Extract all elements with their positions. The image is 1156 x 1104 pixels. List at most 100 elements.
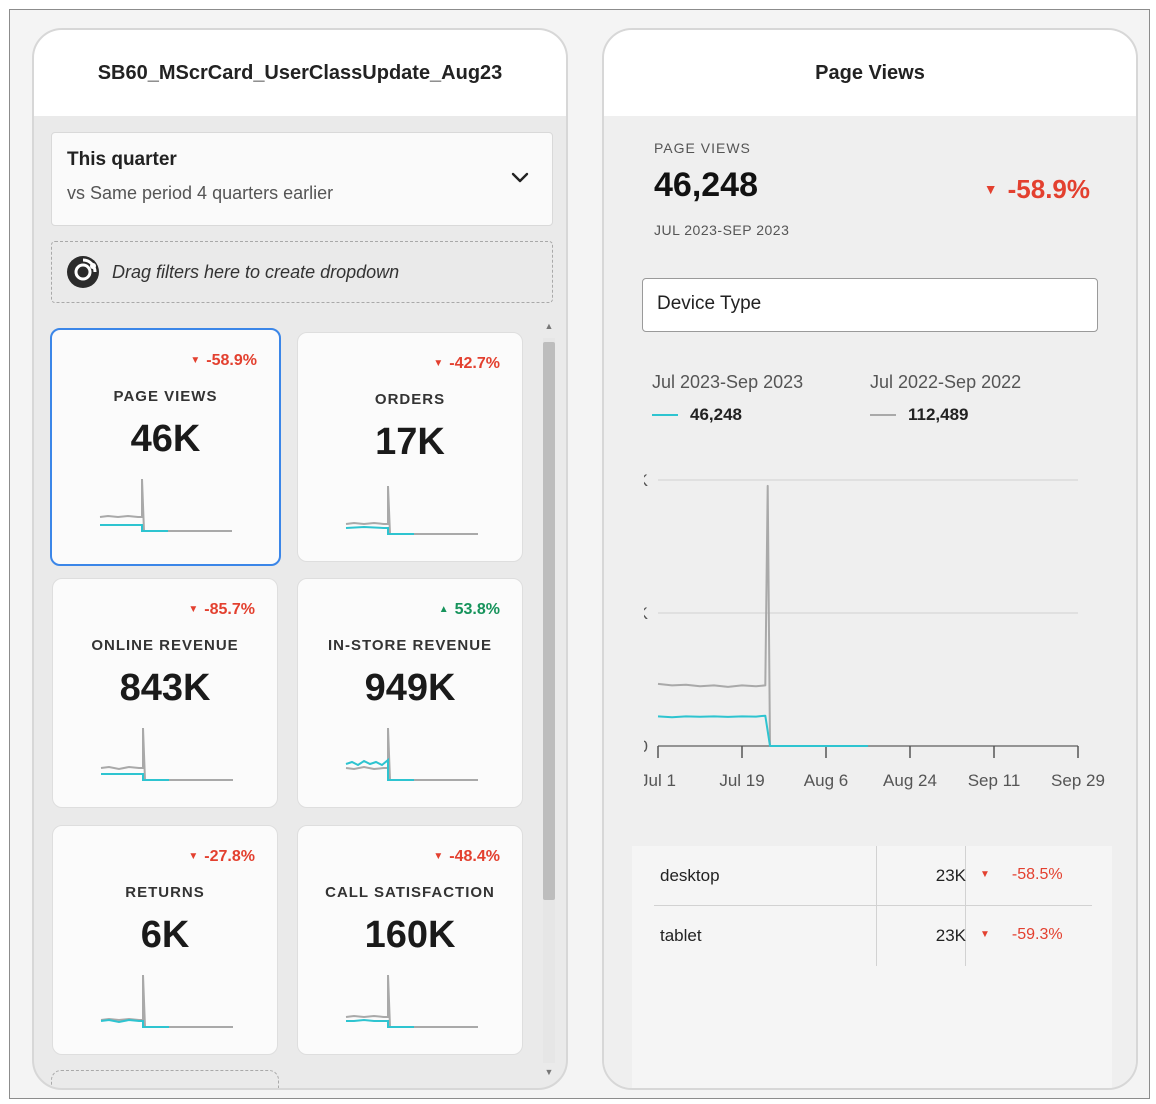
card-change: ▼ -85.7% [188,601,255,618]
series-line [657,484,868,747]
sparkline-current [345,525,414,535]
sparkline [345,974,478,1028]
arrow-down-icon: ▼ [433,851,444,862]
filter-segment-icon [67,256,99,288]
date-range-primary: This quarter [67,149,177,170]
sparkline-current [101,773,169,781]
metric-card-online-revenue[interactable]: ▼ -85.7% ONLINE REVENUE 843K [52,578,278,808]
metric-card-call-satisfaction[interactable]: ▼ -48.4% CALL SATISFACTION 160K [297,825,523,1055]
x-tick-label: Aug 6 [804,771,848,790]
arrow-down-icon: ▼ [983,181,998,197]
sparkline [100,727,233,781]
y-tick-label: 9K [644,604,649,623]
metric-card-orders[interactable]: ▼ -42.7% ORDERS 17K [297,332,523,562]
y-tick-label: 18K [644,471,649,490]
card-label: PAGE VIEWS [113,388,218,405]
sparkline-current [346,1018,414,1028]
x-tick-label: Sep 11 [968,771,1021,790]
sparkline [345,727,478,781]
card-change: ▼ -58.9% [190,352,257,369]
legend-swatch [652,414,678,416]
detail-panel: Page Views PAGE VIEWS 46,248 JUL 2023-SE… [602,28,1138,1090]
legend-period: Jul 2022-Sep 2022 [870,372,1022,392]
table-row[interactable]: desktop 23K ▼ -58.5% [654,846,1092,906]
sparkline-current [100,524,168,532]
detail-title: Page Views [604,30,1136,116]
sparkline-previous [345,485,478,535]
card-label: ORDERS [374,391,446,408]
x-tick-label: Jul 1 [644,771,676,790]
column-divider [965,846,966,966]
detail-body: PAGE VIEWS 46,248 JUL 2023-SEP 2023 ▼ -58… [604,116,1136,1088]
card-value: 17K [375,421,445,463]
cards-scrollbar[interactable]: ▲ ▼ [540,320,558,1080]
sparkline-current [345,757,414,781]
row-name: tablet [660,926,702,945]
legend-previous: Jul 2022-Sep 2022 112,489 [870,372,1021,425]
row-change: ▼ -58.5% [980,866,1063,883]
table-row[interactable]: tablet 23K ▼ -59.3% [654,906,1092,966]
scorecard-title: SB60_MScrCard_UserClassUpdate_Aug23 [34,30,566,116]
card-value: 843K [119,667,211,709]
scroll-thumb[interactable] [543,342,555,900]
metric-change: ▼ -58.9% [983,174,1090,204]
legend-total: 112,489 [908,405,969,424]
arrow-down-icon: ▼ [433,358,444,369]
date-range-dropdown[interactable]: This quarter vs Same period 4 quarters e… [51,132,553,226]
row-value: 23K [935,926,966,945]
chevron-down-icon [511,172,529,183]
row-value: 23K [935,866,966,885]
drop-zone-text: Drag filters here to create dropdown [112,261,400,282]
sparkline-current [100,1018,169,1028]
arrow-down-icon: ▼ [190,355,201,366]
card-drop-zone[interactable] [51,1070,279,1088]
date-range-comparison: vs Same period 4 quarters earlier [67,183,334,203]
card-label: IN-STORE REVENUE [327,637,493,654]
page-views-chart: 0 9K 18K Jul 1 Jul 19 Aug 6 Aug 24 Sep 11 Sep 29 [644,471,1105,790]
card-value: 46K [130,418,201,460]
metric-card-in-store-revenue[interactable]: ▲ 53.8% IN-STORE REVENUE 949K [297,578,523,808]
metric-card-page-views[interactable]: ▼ -58.9% PAGE VIEWS 46K [50,328,281,566]
metric-value: 46,248 [654,166,758,204]
scroll-up-icon[interactable]: ▲ [544,321,554,331]
sparkline-previous [100,727,233,781]
legend-swatch [870,414,896,416]
arrow-down-icon: ▼ [188,604,199,615]
filter-drop-zone[interactable]: Drag filters here to create dropdown [51,241,553,303]
x-tick-label: Jul 19 [719,771,764,790]
sparkline [100,974,233,1028]
metric-label: PAGE VIEWS [654,140,751,156]
y-tick-label: 0 [644,737,648,756]
metric-date-range: JUL 2023-SEP 2023 [654,222,790,238]
metric-card-returns[interactable]: ▼ -27.8% RETURNS 6K [52,825,278,1055]
x-tick-label: Sep 29 [1051,771,1105,790]
card-change: ▲ 53.8% [438,601,500,618]
card-change: ▼ -27.8% [188,848,255,865]
breakdown-table: desktop 23K ▼ -58.5% tablet 23K ▼ -59.3% [632,846,1112,1088]
metric-cards-grid: ▼ -58.9% PAGE VIEWS 46K ▼ -42.7% ORDERS 17… [48,328,528,1088]
sparkline-previous [345,727,478,781]
card-value: 949K [364,667,456,709]
legend-total: 46,248 [690,405,742,424]
sparkline [99,478,232,532]
arrow-down-icon: ▼ [980,929,990,940]
card-change: ▼ -48.4% [433,848,500,865]
sparkline-previous [100,974,233,1028]
scroll-down-icon[interactable]: ▼ [544,1067,554,1077]
card-label: ONLINE REVENUE [91,637,239,654]
card-value: 6K [140,914,190,956]
legend-period: Jul 2023-Sep 2023 [652,372,804,392]
legend-current: Jul 2023-Sep 2023 46,248 [652,372,803,425]
row-change: ▼ -59.3% [980,926,1063,943]
scorecard-panel: SB60_MScrCard_UserClassUpdate_Aug23 This… [32,28,568,1090]
sparkline-previous [345,974,478,1028]
card-value: 160K [364,914,456,956]
arrow-down-icon: ▼ [188,851,199,862]
dimension-select[interactable]: Device Type [642,278,1098,332]
sparkline-previous [99,478,232,532]
card-label: RETURNS [125,884,205,901]
series-line [657,714,868,747]
sparkline [345,485,478,535]
arrow-down-icon: ▼ [980,869,990,880]
arrow-up-icon: ▲ [438,604,449,615]
